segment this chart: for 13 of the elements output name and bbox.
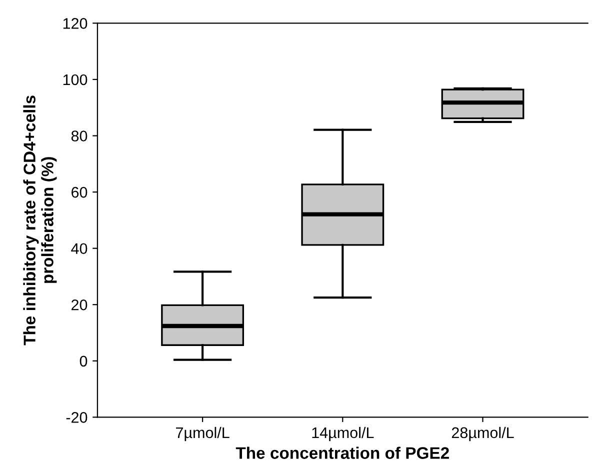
y-tick-label: -20 xyxy=(66,412,88,423)
x-tick-label: 28µmol/L xyxy=(452,426,514,442)
x-tick-label: 14µmol/L xyxy=(312,426,374,442)
y-tick-label: 120 xyxy=(63,18,88,29)
y-tick-label: 0 xyxy=(80,356,88,367)
y-tick-label: 80 xyxy=(71,130,88,142)
y-axis-title: The inhibitory rate of CD4+cells proliferation (%) xyxy=(23,96,57,346)
y-tick-label: 100 xyxy=(63,74,88,86)
y-tick-label: 60 xyxy=(72,186,88,198)
x-axis-title: The concentration of PGE2 xyxy=(236,446,449,459)
x-tick-label: 7µmol/L xyxy=(176,426,230,442)
y-tick-label: 40 xyxy=(71,243,88,254)
y-tick-label: 20 xyxy=(72,299,88,310)
